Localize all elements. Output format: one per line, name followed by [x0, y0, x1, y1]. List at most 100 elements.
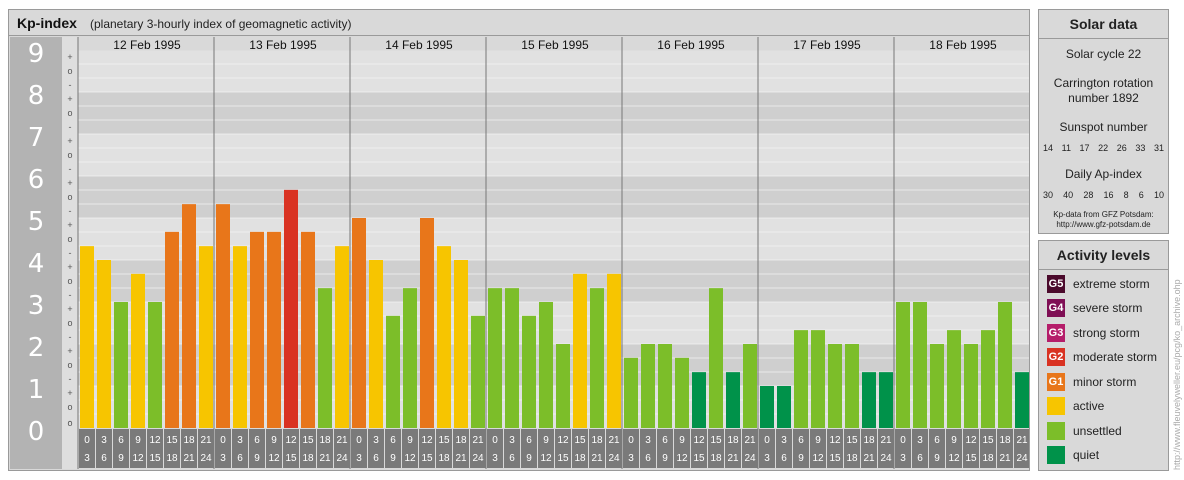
hour-box: [147, 429, 163, 468]
hour-start-label: 21: [1016, 435, 1028, 446]
hour-start-label: 12: [557, 435, 569, 446]
kp-bar: [556, 344, 570, 428]
kp-bar: [1015, 372, 1029, 428]
hour-box: [368, 429, 384, 468]
hour-box: [827, 429, 843, 468]
y-tick-label: 2: [28, 333, 45, 363]
title-bar: Kp-index (planetary 3-hourly index of ge…: [9, 10, 1029, 36]
day-label: 14 Feb 1995: [385, 38, 453, 52]
carrington-line-1: Carrington rotation: [1053, 76, 1154, 90]
y-minor-mark: +: [67, 94, 72, 104]
level-moderate-storm: G2 moderate storm: [1047, 347, 1157, 367]
hour-end-label: 18: [302, 453, 314, 464]
hour-box: [419, 429, 435, 468]
hour-start-label: 9: [543, 435, 549, 446]
hour-start-label: 0: [900, 435, 906, 446]
kp-band: [78, 50, 1029, 92]
hour-end-label: 21: [999, 453, 1011, 464]
hour-start-label: 0: [628, 435, 634, 446]
hour-box: [504, 429, 520, 468]
day-label: 18 Feb 1995: [929, 38, 997, 52]
hour-end-label: 3: [220, 453, 226, 464]
y-tick-label: 5: [28, 207, 45, 237]
level-swatch: G4: [1047, 299, 1065, 317]
hour-box: [776, 429, 792, 468]
kp-bar: [522, 315, 536, 428]
kp-bar: [692, 372, 706, 428]
hour-end-label: 24: [336, 453, 348, 464]
hour-start-label: 3: [917, 435, 923, 446]
y-minor-mark: +: [67, 388, 72, 398]
hour-box: [725, 429, 741, 468]
kp-bar: [233, 246, 247, 428]
hour-box: [283, 429, 299, 468]
date-header-strip: [78, 37, 1029, 51]
hour-box: [912, 429, 928, 468]
hour-start-label: 12: [421, 435, 433, 446]
y-minor-mark: +: [67, 304, 72, 314]
chart-subtitle: (planetary 3-hourly index of geomagnetic…: [90, 17, 352, 31]
kp-bar: [386, 315, 400, 428]
hour-start-label: 15: [710, 435, 722, 446]
level-strong-storm: G3 strong storm: [1047, 323, 1140, 343]
hour-start-label: 21: [472, 435, 484, 446]
y-tick-label: 7: [28, 123, 45, 153]
y-minor-mark: o: [67, 66, 72, 76]
hour-start-label: 18: [455, 435, 467, 446]
hour-end-label: 15: [285, 453, 297, 464]
hour-box: [895, 429, 911, 468]
level-swatch: [1047, 446, 1065, 464]
y-minor-mark: o: [67, 234, 72, 244]
level-label: unsettled: [1073, 424, 1122, 438]
y-minor-mark: o: [67, 192, 72, 202]
hour-end-label: 18: [982, 453, 994, 464]
hour-box: [215, 429, 231, 468]
kp-bar: [811, 330, 825, 428]
kp-bar: [607, 273, 621, 428]
hour-start-label: 6: [662, 435, 668, 446]
hour-box: [181, 429, 197, 468]
hour-end-label: 12: [268, 453, 280, 464]
chart-title: Kp-index: [17, 15, 77, 31]
hour-box: [691, 429, 707, 468]
level-swatch: [1047, 397, 1065, 415]
solar-data-title: Solar data: [1039, 10, 1168, 39]
kp-bar: [318, 288, 332, 428]
kp-bar: [760, 386, 774, 428]
level-label: strong storm: [1073, 326, 1140, 340]
sunspot-value: 26: [1116, 143, 1127, 153]
kp-bar: [964, 344, 978, 428]
source-link[interactable]: http://www.gfz-potsdam.de: [1056, 220, 1151, 229]
hour-start-label: 15: [438, 435, 450, 446]
y-minor-mark: -: [69, 290, 72, 300]
hour-start-label: 15: [302, 435, 314, 446]
ap-index-values: 30 40 28 16 8 6 10: [1039, 190, 1168, 200]
level-label: severe storm: [1073, 301, 1143, 315]
kp-bar: [471, 315, 485, 428]
hour-box: [249, 429, 265, 468]
hour-box: [742, 429, 758, 468]
hour-end-label: 6: [645, 453, 651, 464]
y-minor-mark: -: [69, 80, 72, 90]
kp-bar: [726, 372, 740, 428]
day-label: 12 Feb 1995: [113, 38, 181, 52]
y-tick-label: 1: [28, 375, 45, 405]
hour-end-label: 21: [319, 453, 331, 464]
hour-box: [470, 429, 486, 468]
y-minor-mark: -: [69, 248, 72, 258]
y-tick-label: 3: [28, 291, 45, 321]
level-label: extreme storm: [1073, 277, 1150, 291]
hour-end-label: 3: [84, 453, 90, 464]
hour-start-label: 15: [982, 435, 994, 446]
hour-start-label: 0: [356, 435, 362, 446]
hour-end-label: 9: [118, 453, 124, 464]
hour-end-label: 21: [183, 453, 195, 464]
hour-end-label: 15: [693, 453, 705, 464]
y-minor-mark: -: [69, 164, 72, 174]
sunspot-title: Sunspot number: [1059, 120, 1148, 134]
hour-start-label: 3: [101, 435, 107, 446]
kp-bar: [114, 302, 128, 428]
kp-bar: [573, 273, 587, 428]
hour-end-label: 3: [628, 453, 634, 464]
y-minor-mark: o: [67, 108, 72, 118]
